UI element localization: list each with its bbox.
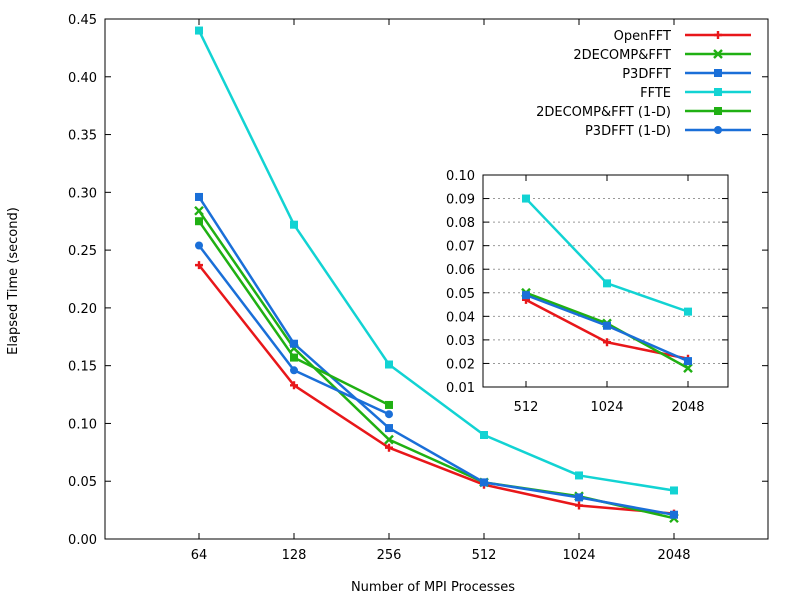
y-axis-title: Elapsed Time (second) (6, 207, 21, 355)
inset-data-point (522, 291, 530, 300)
main-data-point (290, 220, 298, 229)
main-y-tick-label: 0.45 (68, 13, 97, 28)
legend-label: OpenFFT (614, 29, 671, 44)
main-data-point (670, 510, 678, 519)
main-y-tick-label: 0.25 (68, 244, 97, 259)
main-data-point (670, 486, 678, 495)
main-data-point (194, 205, 204, 216)
inset-x-tick-label: 2048 (671, 400, 704, 415)
main-y-tick-label: 0.20 (68, 302, 97, 317)
inset-y-tick-label: 0.04 (446, 310, 475, 325)
main-data-point (385, 400, 393, 409)
inset-data-point (522, 194, 530, 203)
inset-data-point (684, 307, 692, 316)
main-data-point (195, 241, 203, 250)
main-data-point (385, 360, 393, 369)
main-y-tick-label: 0.30 (68, 186, 97, 201)
main-data-point (195, 217, 203, 226)
inset-frame (482, 174, 729, 388)
main-y-tick-label: 0.10 (68, 417, 97, 432)
x-axis-title: Number of MPI Processes (351, 580, 515, 595)
inset-x-tick-label: 1024 (590, 400, 623, 415)
inset-data-point (684, 357, 692, 366)
legend-label: 2DECOMP&FFT (1-D) (536, 105, 671, 120)
main-data-point (575, 493, 583, 502)
legend-marker (714, 69, 722, 77)
main-data-point (385, 424, 393, 433)
main-y-tick-label: 0.05 (68, 475, 97, 490)
inset-x-tick-label: 512 (514, 400, 539, 415)
inset-y-tick-label: 0.05 (446, 287, 475, 302)
main-y-tick-label: 0.40 (68, 71, 97, 86)
inset-data-point (603, 279, 611, 288)
inset-data-point (603, 338, 611, 347)
legend-marker (714, 88, 722, 96)
legend-label: FFTE (640, 86, 671, 101)
main-data-point (385, 410, 393, 419)
main-x-tick-label: 1024 (562, 548, 595, 563)
main-data-point (195, 192, 203, 201)
main-frame (104, 18, 769, 540)
main-y-tick-label: 0.35 (68, 129, 97, 144)
main-data-point (385, 443, 393, 452)
inset-y-tick-label: 0.08 (446, 216, 475, 231)
legend: OpenFFT 2DECOMP&FFT P3DFFT FFTE 2DECOMP&FFT … (536, 29, 751, 139)
legend-label: P3DFFT (622, 67, 671, 82)
main-x-tick-label: 128 (282, 548, 307, 563)
legend-label: P3DFFT (1-D) (585, 124, 671, 139)
legend-marker (714, 31, 722, 39)
legend-marker (714, 107, 722, 115)
main-data-point (480, 431, 488, 439)
inset-data-point (683, 363, 693, 374)
inset-y-tick-label: 0.02 (446, 357, 475, 372)
main-y-tick-label: 0.15 (68, 360, 97, 375)
main-data-point (575, 501, 583, 510)
legend-label: 2DECOMP&FFT (573, 48, 671, 63)
inset-y-tick-label: 0.10 (446, 169, 475, 184)
main-data-point (195, 261, 203, 270)
inset-y-tick-label: 0.03 (446, 334, 475, 349)
legend-marker (713, 49, 723, 59)
main-series-line-3 (197, 30, 675, 492)
inset-y-tick-label: 0.09 (446, 193, 475, 208)
main-x-tick-label: 64 (191, 548, 208, 563)
main-data-point (290, 366, 298, 375)
inset-plot: 0.01 0.02 0.03 0.04 0.05 0.06 0.07 0.08 0.09 0.10… (446, 169, 729, 415)
main-data-point (480, 478, 488, 487)
main-data-point (290, 353, 298, 362)
inset-data-point (603, 321, 611, 330)
main-data-point (195, 26, 203, 35)
main-y-tick-label: 0.00 (68, 533, 97, 548)
main-series-line-0 (198, 264, 675, 515)
inset-y-tick-label: 0.07 (446, 240, 475, 255)
main-x-tick-label: 2048 (657, 548, 690, 563)
inset-y-tick-label: 0.01 (446, 381, 475, 396)
main-data-point (290, 381, 298, 390)
main-data-point (290, 339, 298, 348)
main-series-line-2 (197, 196, 675, 516)
legend-marker (714, 126, 722, 134)
main-data-point (384, 434, 394, 445)
main-data-point (575, 471, 583, 480)
main-x-tick-label: 512 (472, 548, 497, 563)
main-x-tick-label: 256 (377, 548, 402, 563)
inset-y-tick-label: 0.06 (446, 263, 475, 278)
main-plot: 0.00 0.05 0.10 0.15 0.20 0.25 0.30 0.35 0.40 0.45… (68, 13, 769, 563)
